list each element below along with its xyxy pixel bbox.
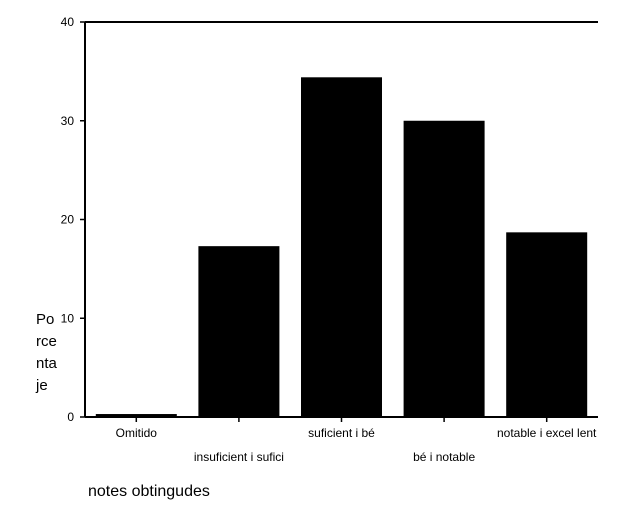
bar (198, 246, 280, 417)
x-category-label: suficient i bé (308, 426, 375, 440)
x-axis-title: notes obtingudes (88, 483, 210, 500)
y-ticks: 0 10 20 30 40 (61, 15, 85, 424)
y-tick-label: 20 (61, 213, 75, 227)
y-tick-label: 30 (61, 114, 75, 128)
x-category-label: notable i excel lent (497, 426, 597, 440)
y-axis-title-line-3: nta (36, 355, 58, 372)
y-tick-label: 0 (67, 410, 74, 424)
bars (95, 77, 588, 418)
y-axis-title-line-1: Po (36, 311, 54, 328)
category-labels: Omitido insuficient i sufici suficient i b… (116, 426, 597, 464)
y-tick-label: 10 (61, 311, 75, 325)
x-ticks (135, 417, 548, 422)
bar (95, 414, 177, 417)
y-axis-title-line-2: rce (36, 333, 57, 350)
x-category-label: insuficient i sufici (194, 450, 284, 464)
x-category-label: bé i notable (413, 450, 475, 464)
bar (506, 232, 588, 417)
x-category-label: Omitido (116, 426, 158, 440)
bar (301, 77, 382, 418)
y-tick-label: 40 (61, 15, 75, 29)
y-axis-title-line-4: je (35, 377, 48, 394)
bar (403, 120, 485, 417)
